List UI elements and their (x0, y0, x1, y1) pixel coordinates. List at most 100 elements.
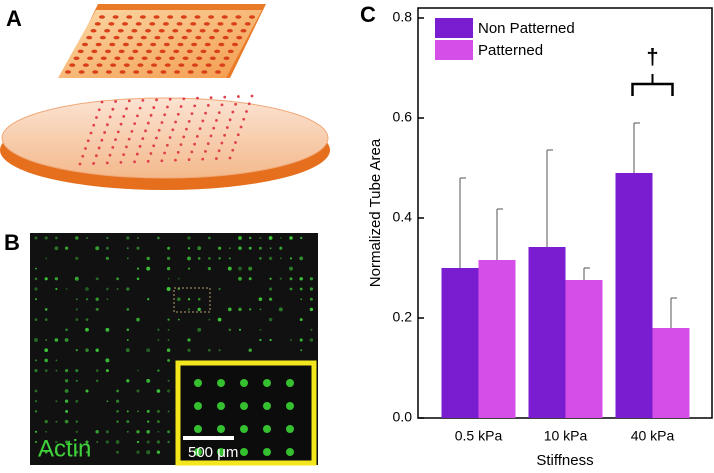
printed-dot (163, 113, 167, 117)
stamp-post (158, 28, 165, 33)
stamp-post (65, 70, 71, 74)
cell-dot (269, 277, 272, 280)
printed-dot (220, 103, 224, 107)
cell-dot (105, 256, 109, 260)
cell-dot (105, 327, 110, 332)
stamp-post (99, 15, 105, 19)
cell-dot (157, 430, 160, 433)
stamp-post (205, 63, 212, 67)
cell-dot (75, 308, 78, 311)
cell-dot (166, 348, 171, 352)
printed-dot (206, 103, 210, 107)
cell-dot (64, 379, 69, 383)
cell-dot (227, 307, 232, 312)
cell-dot (44, 348, 49, 353)
stamp-post (137, 63, 144, 67)
printed-dot (228, 118, 232, 122)
inset-dot (240, 402, 248, 410)
printed-dot (133, 160, 136, 164)
cell-dot (136, 389, 140, 393)
cell-dot (146, 256, 150, 261)
stamp-post (73, 56, 80, 61)
stamp-post (90, 28, 97, 33)
stamp-post (99, 35, 106, 40)
cell-dot (156, 389, 161, 393)
cell-dot (126, 308, 130, 311)
printed-dot (198, 127, 202, 131)
cell-dot (279, 237, 282, 239)
cell-dot (44, 358, 49, 363)
cell-dot (268, 256, 273, 261)
stamp-post (122, 42, 129, 47)
cell-dot (55, 287, 58, 291)
cell-dot (167, 328, 170, 331)
printed-dot (125, 145, 128, 149)
printed-dot (217, 149, 221, 153)
stamp-post (218, 42, 225, 47)
cell-dot (95, 379, 99, 383)
printed-dot (206, 142, 210, 145)
cell-dot (75, 298, 78, 301)
cell-dot (268, 317, 273, 322)
cell-dot (55, 236, 58, 240)
cell-dot (218, 287, 221, 291)
stamp-post (186, 49, 193, 54)
legend-swatch (435, 18, 473, 38)
cell-dot (106, 400, 109, 403)
cell-dot (218, 349, 221, 352)
stamp-post (139, 15, 146, 19)
printed-dot (155, 136, 158, 140)
stamp-post (153, 15, 160, 19)
printed-dot (94, 154, 98, 158)
cell-dot (146, 440, 150, 444)
cell-dot (299, 256, 304, 261)
cell-dot (55, 450, 58, 454)
printed-dot (187, 158, 191, 162)
cell-dot (208, 236, 211, 240)
printed-dot (127, 137, 131, 141)
stamp-post (91, 49, 98, 54)
cell-dot (34, 430, 38, 433)
cell-dot (238, 236, 242, 240)
printed-dot (84, 147, 87, 150)
x-tick-label: 40 kPa (631, 428, 675, 444)
stamp-post (162, 22, 169, 26)
printed-dot (155, 98, 158, 102)
cell-dot (45, 339, 48, 341)
inset-dot (286, 402, 294, 410)
cell-dot (146, 429, 151, 434)
stamp-post (185, 28, 192, 33)
stamp-post (187, 70, 194, 74)
cell-dot (65, 328, 68, 332)
cell-dot (166, 266, 171, 271)
stamp-post (140, 35, 147, 40)
printed-dot (127, 99, 131, 103)
stamp-post (118, 49, 125, 54)
cell-dot (55, 440, 58, 444)
stamp-post (167, 15, 174, 19)
cell-dot (208, 348, 211, 352)
printed-dot (149, 113, 153, 117)
printed-dot (168, 136, 172, 139)
stamp-post (240, 28, 247, 33)
printed-dot (119, 122, 123, 126)
cell-dot (44, 450, 48, 454)
cell-dot (75, 318, 79, 322)
inset-region (173, 287, 211, 313)
stamp-post (223, 56, 230, 61)
printed-dot (95, 116, 98, 119)
cell-dot (65, 369, 69, 373)
bar (652, 328, 690, 418)
printed-dot (119, 160, 123, 164)
stamp-post (195, 35, 202, 40)
stamp-post (126, 15, 133, 19)
cell-dot (64, 399, 69, 403)
cell-dot (106, 287, 109, 291)
y-tick-label: 0.6 (393, 109, 413, 125)
printed-dot (114, 138, 117, 142)
stamp-post (217, 22, 224, 26)
inset-dot (286, 448, 294, 456)
printed-dot (163, 151, 166, 155)
printed-dot (122, 115, 126, 118)
cell-dot (146, 450, 151, 455)
